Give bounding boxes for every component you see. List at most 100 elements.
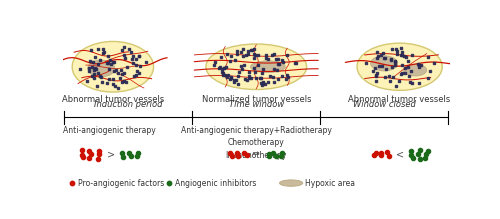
Point xyxy=(95,152,103,156)
Point xyxy=(421,156,429,159)
Point xyxy=(76,68,84,71)
Point xyxy=(68,181,76,185)
Point xyxy=(134,69,141,73)
Point xyxy=(133,155,141,158)
Point xyxy=(270,52,278,56)
Ellipse shape xyxy=(404,64,427,76)
Point xyxy=(88,65,96,68)
Point xyxy=(92,84,100,88)
Point xyxy=(372,151,380,155)
Point xyxy=(244,154,252,157)
Point xyxy=(118,48,126,52)
Point xyxy=(258,71,266,74)
Point xyxy=(235,70,243,73)
Point xyxy=(240,151,248,155)
Point xyxy=(264,57,272,60)
Point xyxy=(387,57,395,61)
Point xyxy=(275,62,283,65)
Point xyxy=(372,67,380,70)
Point xyxy=(278,74,286,78)
Point xyxy=(372,73,380,77)
Point xyxy=(90,77,98,80)
Text: Normalized tumor vessels: Normalized tumor vessels xyxy=(202,95,311,104)
Point xyxy=(250,67,258,70)
Point xyxy=(408,149,416,153)
Point xyxy=(220,74,228,77)
Point xyxy=(272,68,280,72)
Point xyxy=(216,65,224,68)
Point xyxy=(408,81,416,85)
Point xyxy=(116,76,124,79)
Point xyxy=(414,62,422,65)
Point xyxy=(378,152,386,155)
Point xyxy=(86,149,94,152)
Point xyxy=(238,55,246,58)
Point xyxy=(88,74,96,78)
Point xyxy=(261,82,269,85)
Point xyxy=(226,76,234,79)
Point xyxy=(142,60,150,64)
Point xyxy=(370,69,378,73)
Point xyxy=(218,68,226,71)
Point xyxy=(222,65,230,69)
Ellipse shape xyxy=(72,41,154,92)
Point xyxy=(274,63,282,66)
Point xyxy=(130,54,138,58)
Ellipse shape xyxy=(206,44,306,90)
Point xyxy=(234,74,241,77)
Point xyxy=(80,156,88,159)
Point xyxy=(393,49,401,53)
Point xyxy=(218,71,226,74)
Point xyxy=(424,55,432,58)
Point xyxy=(132,73,140,76)
Point xyxy=(230,78,238,81)
Point xyxy=(94,71,102,75)
Point xyxy=(391,60,399,64)
Point xyxy=(430,61,438,65)
Point xyxy=(404,60,412,63)
Point xyxy=(408,153,416,156)
Point xyxy=(78,153,86,157)
Point xyxy=(387,58,395,61)
Point xyxy=(376,65,384,68)
Point xyxy=(414,152,422,156)
Point xyxy=(230,80,237,84)
Point xyxy=(232,58,239,61)
Point xyxy=(242,78,250,81)
Point xyxy=(216,55,224,58)
Point xyxy=(90,55,98,59)
Point xyxy=(120,71,128,75)
Point xyxy=(254,64,262,67)
Point xyxy=(222,53,230,56)
Point xyxy=(374,54,382,57)
Point xyxy=(245,74,253,78)
Point xyxy=(232,79,239,82)
Point xyxy=(283,73,291,76)
Point xyxy=(134,55,142,58)
Point xyxy=(226,55,234,58)
Point xyxy=(408,69,416,72)
Point xyxy=(92,67,100,71)
Point xyxy=(237,51,245,54)
Point xyxy=(388,65,396,69)
Text: <: < xyxy=(396,149,404,159)
Point xyxy=(96,74,104,78)
Point xyxy=(373,57,381,60)
Point xyxy=(268,151,276,155)
Point xyxy=(283,53,291,56)
Point xyxy=(118,72,126,75)
Ellipse shape xyxy=(370,56,398,71)
Point xyxy=(238,67,246,71)
Point xyxy=(88,49,96,52)
Point xyxy=(258,67,266,71)
Point xyxy=(86,66,94,70)
Point xyxy=(380,56,388,60)
Point xyxy=(259,81,267,85)
Point xyxy=(111,84,119,87)
Point xyxy=(125,47,133,51)
Point xyxy=(405,74,413,78)
Point xyxy=(116,68,124,72)
Point xyxy=(268,75,276,78)
Point xyxy=(398,50,406,54)
Point xyxy=(409,156,417,160)
